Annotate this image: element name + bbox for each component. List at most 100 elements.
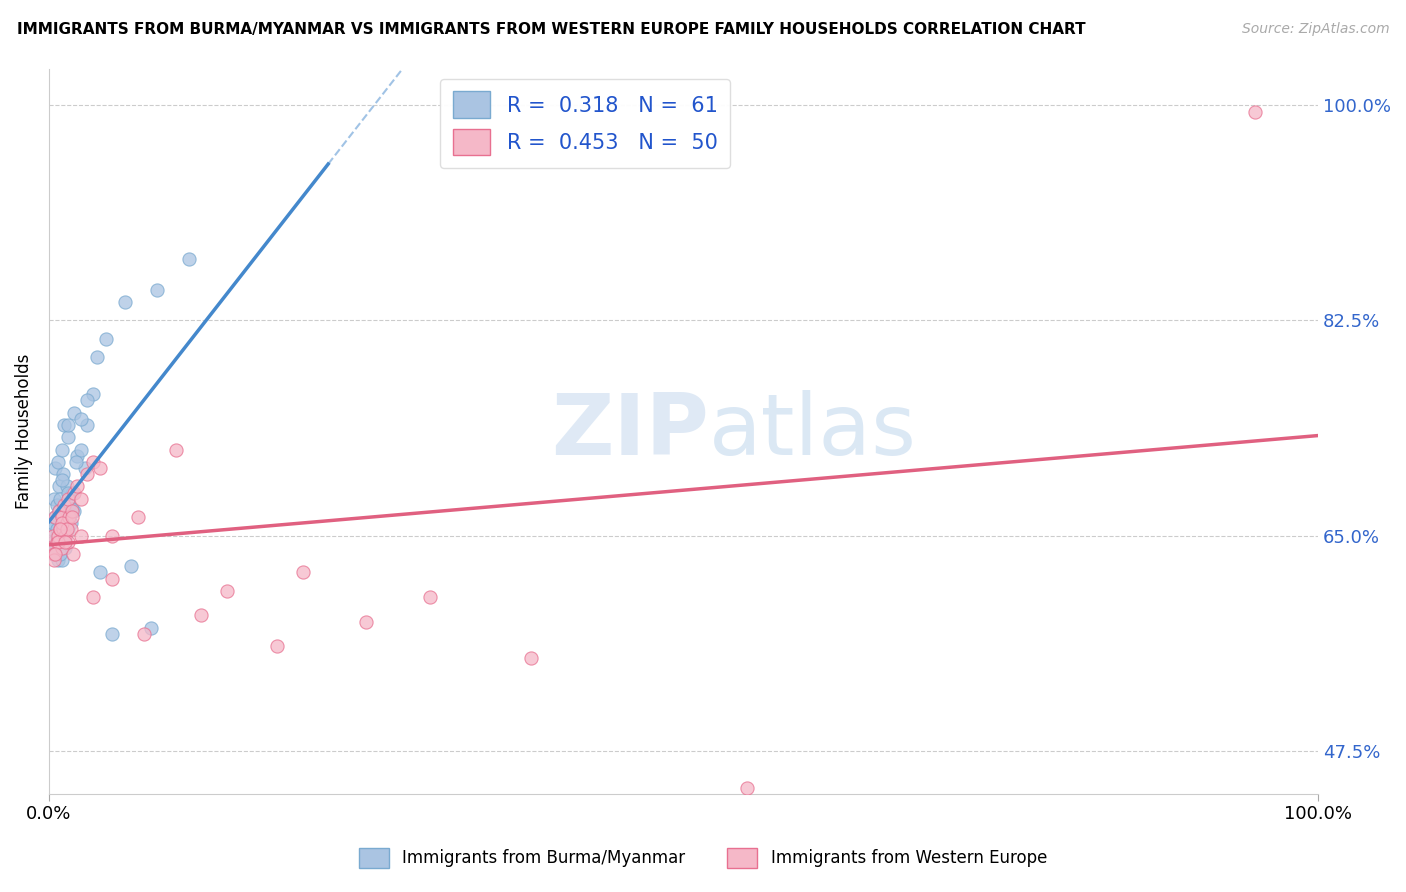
Point <box>56 430 79 444</box>
Point <box>419 590 441 604</box>
Point <box>53 417 76 432</box>
Point <box>86 351 108 365</box>
Point <box>48 504 70 518</box>
Point <box>215 583 238 598</box>
Point <box>51 473 73 487</box>
Point <box>51 528 73 542</box>
Text: ZIP: ZIP <box>551 390 709 473</box>
Point <box>56 491 79 506</box>
Point <box>94 332 117 346</box>
Point <box>127 510 149 524</box>
Point <box>60 510 83 524</box>
Point <box>58 498 80 512</box>
Point <box>44 510 66 524</box>
Point <box>44 541 66 555</box>
Point <box>58 510 80 524</box>
Point <box>48 504 70 518</box>
Point <box>42 553 65 567</box>
Point <box>49 491 72 506</box>
Point <box>55 528 77 542</box>
Point <box>56 417 79 432</box>
Point <box>41 523 63 537</box>
Point <box>52 518 75 533</box>
Point <box>42 491 65 506</box>
Point <box>51 516 73 531</box>
Point <box>62 547 84 561</box>
Point <box>55 523 77 537</box>
Point <box>46 528 69 542</box>
Point <box>121 559 143 574</box>
Point <box>82 455 104 469</box>
Point <box>59 516 82 531</box>
Point <box>82 590 104 604</box>
Point <box>45 523 67 537</box>
Point <box>49 547 72 561</box>
Point <box>55 516 77 531</box>
Point <box>46 534 69 549</box>
Point <box>66 449 89 463</box>
Point <box>60 485 83 500</box>
Point <box>55 541 77 555</box>
Point <box>45 528 67 542</box>
Point <box>55 504 77 518</box>
Point <box>76 417 98 432</box>
Point <box>65 455 87 469</box>
Point <box>49 523 72 537</box>
Point <box>1243 104 1265 119</box>
Point <box>44 461 66 475</box>
Point <box>139 621 162 635</box>
Point <box>356 615 378 629</box>
Point <box>45 498 67 512</box>
Point <box>52 523 75 537</box>
Point <box>44 547 66 561</box>
Point <box>46 455 69 469</box>
Point <box>53 498 76 512</box>
Legend: R =  0.318   N =  61, R =  0.453   N =  50: R = 0.318 N = 61, R = 0.453 N = 50 <box>440 78 730 168</box>
Point <box>66 479 89 493</box>
Point <box>266 639 288 653</box>
Point <box>42 547 65 561</box>
Point <box>56 485 79 500</box>
Point <box>46 553 69 567</box>
Point <box>146 283 169 297</box>
Point <box>56 523 79 537</box>
Point <box>69 412 91 426</box>
Point <box>42 528 65 542</box>
Point <box>49 523 72 537</box>
Point <box>59 523 82 537</box>
Point <box>165 442 187 457</box>
Point <box>89 461 111 475</box>
Point <box>55 531 77 545</box>
Point <box>51 442 73 457</box>
Point <box>63 485 86 500</box>
Legend: Immigrants from Burma/Myanmar, Immigrants from Western Europe: Immigrants from Burma/Myanmar, Immigrant… <box>353 841 1053 875</box>
Point <box>48 479 70 493</box>
Point <box>42 534 65 549</box>
Point <box>101 627 124 641</box>
Point <box>44 510 66 524</box>
Point <box>69 528 91 542</box>
Point <box>53 523 76 537</box>
Point <box>520 651 543 665</box>
Point <box>60 501 83 516</box>
Point <box>42 547 65 561</box>
Point <box>51 541 73 555</box>
Point <box>63 406 86 420</box>
Point <box>89 566 111 580</box>
Point <box>48 510 70 524</box>
Point <box>101 528 124 542</box>
Point <box>114 295 136 310</box>
Text: atlas: atlas <box>709 390 917 473</box>
Point <box>56 534 79 549</box>
Point <box>52 467 75 482</box>
Point <box>55 534 77 549</box>
Text: IMMIGRANTS FROM BURMA/MYANMAR VS IMMIGRANTS FROM WESTERN EUROPE FAMILY HOUSEHOLD: IMMIGRANTS FROM BURMA/MYANMAR VS IMMIGRA… <box>17 22 1085 37</box>
Point <box>45 534 67 549</box>
Y-axis label: Family Households: Family Households <box>15 353 32 508</box>
Point <box>101 572 124 586</box>
Point <box>76 467 98 482</box>
Point <box>51 510 73 524</box>
Point <box>51 553 73 567</box>
Point <box>69 442 91 457</box>
Point <box>63 504 86 518</box>
